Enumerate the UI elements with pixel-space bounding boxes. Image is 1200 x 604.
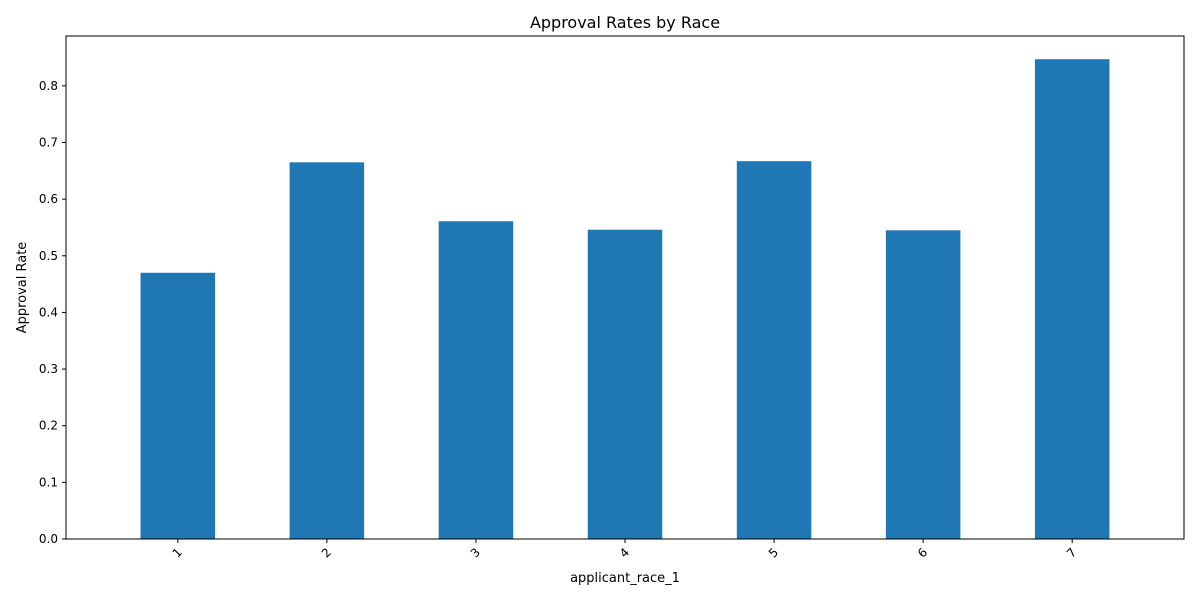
plot-frame [65, 35, 1185, 540]
chart-title: Approval Rates by Race [530, 13, 720, 32]
y-axis-label: Approval Rate [15, 242, 30, 334]
bar-3 [438, 221, 514, 540]
bar-5 [736, 161, 812, 539]
y-axis-ticks: 0.0 0.1 0.2 0.3 0.4 0.5 0.6 0.7 0.8 [39, 79, 66, 546]
bars-group [140, 59, 1110, 540]
bar-6 [885, 230, 961, 540]
y-tick-label: 0.7 [39, 135, 58, 149]
y-tick-label: 0.8 [39, 79, 58, 93]
y-tick-label: 0.2 [39, 419, 58, 433]
bar-7 [1034, 59, 1110, 539]
y-tick-label: 0.4 [39, 305, 58, 319]
bar-4 [587, 229, 663, 539]
y-tick-label: 0.0 [39, 532, 58, 546]
y-tick-label: 0.6 [39, 192, 58, 206]
y-tick-label: 0.1 [39, 475, 58, 489]
x-axis-label: applicant_race_1 [570, 571, 680, 586]
bar-1 [140, 272, 216, 539]
y-tick-label: 0.5 [39, 249, 58, 263]
bar-2 [289, 162, 365, 539]
y-tick-label: 0.3 [39, 362, 58, 376]
